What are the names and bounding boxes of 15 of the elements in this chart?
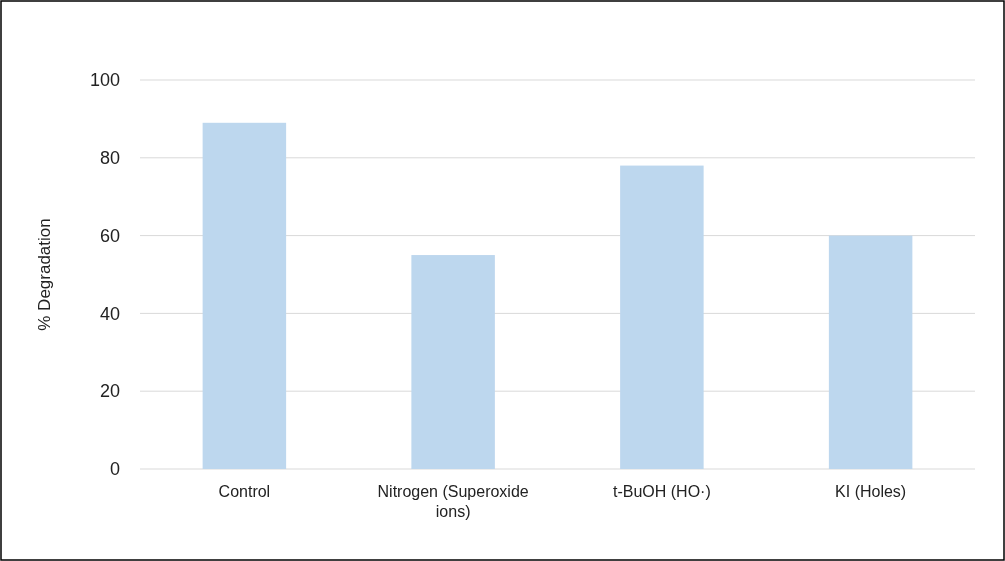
y-tick-label: 20: [99, 381, 120, 402]
y-tick-label: 0: [109, 459, 120, 480]
x-tick-label: t-BuOH (HO·): [612, 483, 711, 500]
y-tick-label: 80: [99, 148, 120, 169]
x-tick-label: Nitrogen (Superoxide ions): [377, 483, 529, 520]
y-axis-title: % Degradation: [35, 218, 54, 331]
x-tick-label: Control: [218, 483, 271, 500]
y-tick-label: 100: [89, 70, 120, 91]
y-tick-label: 60: [99, 225, 120, 246]
x-tick-label: KI (Holes): [835, 483, 907, 500]
bar: [828, 235, 913, 469]
y-tick-label: 40: [99, 303, 120, 324]
bar: [620, 165, 704, 469]
bar: [202, 122, 287, 469]
bar: [411, 255, 495, 469]
